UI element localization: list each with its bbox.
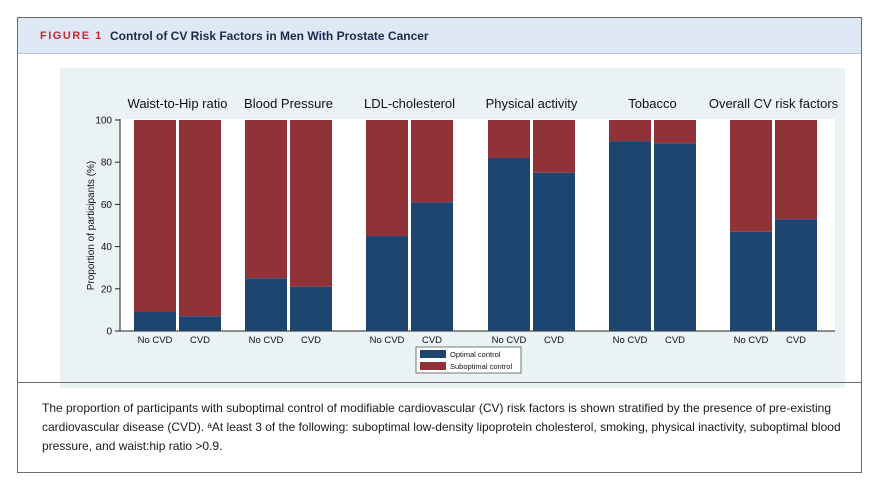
legend-swatch-optimal <box>420 350 446 358</box>
bar-optimal <box>134 312 176 331</box>
bar-suboptimal <box>775 120 817 220</box>
figure-header: FIGURE 1 Control of CV Risk Factors in M… <box>18 18 861 54</box>
x-tick-label: No CVD <box>370 335 405 346</box>
y-axis-label: Proportion of participants (%) <box>86 161 97 291</box>
figure-caption: The proportion of participants with subo… <box>42 401 841 453</box>
bar-suboptimal <box>654 120 696 144</box>
panel-title: Waist-to-Hip ratio <box>128 96 228 111</box>
bar-suboptimal <box>134 120 176 313</box>
x-tick-label: CVD <box>786 335 806 346</box>
y-tick-label: 60 <box>101 200 113 211</box>
panel-title: Blood Pressure <box>244 96 333 111</box>
bar-suboptimal <box>730 120 772 232</box>
legend-label-suboptimal: Suboptimal control <box>450 362 512 371</box>
x-tick-label: CVD <box>422 335 442 346</box>
y-tick-label: 20 <box>101 284 113 295</box>
y-tick-label: 80 <box>101 158 113 169</box>
bar-optimal <box>366 236 408 331</box>
figure-frame: FIGURE 1 Control of CV Risk Factors in M… <box>17 17 862 473</box>
x-tick-label: CVD <box>544 335 564 346</box>
bar-suboptimal <box>290 120 332 287</box>
panel-title: Overall CV risk factors <box>709 96 839 111</box>
bar-suboptimal <box>488 120 530 158</box>
x-tick-label: CVD <box>301 335 321 346</box>
figure-title: Control of CV Risk Factors in Men With P… <box>110 29 429 43</box>
bar-suboptimal <box>245 120 287 279</box>
bar-optimal <box>245 278 287 331</box>
legend-label-optimal: Optimal control <box>450 350 501 359</box>
panel-title: Tobacco <box>628 96 676 111</box>
bar-optimal <box>730 231 772 331</box>
bar-optimal <box>488 157 530 331</box>
stacked-bar-chart: 0 20 40 60 80 100 Proportion of participants (… <box>86 96 839 374</box>
x-tick-label: No CVD <box>492 335 527 346</box>
bar-suboptimal <box>411 120 453 203</box>
bar-suboptimal <box>179 120 221 317</box>
y-tick-label: 40 <box>101 242 113 253</box>
y-tick-label: 0 <box>106 327 112 338</box>
plot-area <box>120 119 835 331</box>
x-tick-label: CVD <box>665 335 685 346</box>
bar-optimal <box>411 202 453 331</box>
bar-optimal <box>609 141 651 331</box>
legend-swatch-suboptimal <box>420 362 446 370</box>
x-tick-label: CVD <box>190 335 210 346</box>
chart-panel: 0 20 40 60 80 100 Proportion of participants (… <box>60 68 845 388</box>
x-tick-label: No CVD <box>249 335 284 346</box>
y-tick-label: 100 <box>95 116 112 127</box>
panel-title: Physical activity <box>486 96 578 111</box>
bar-suboptimal <box>609 120 651 142</box>
x-tick-label: No CVD <box>734 335 769 346</box>
bar-optimal <box>775 219 817 331</box>
figure-label: FIGURE 1 <box>40 30 103 42</box>
bar-suboptimal <box>366 120 408 237</box>
bar-optimal <box>179 316 221 331</box>
x-tick-label: No CVD <box>138 335 173 346</box>
bar-optimal <box>654 143 696 331</box>
bar-optimal <box>290 286 332 331</box>
bar-suboptimal <box>533 120 575 173</box>
bar-optimal <box>533 172 575 331</box>
caption-divider <box>18 382 861 383</box>
panel-title: LDL-cholesterol <box>364 96 455 111</box>
x-tick-label: No CVD <box>613 335 648 346</box>
